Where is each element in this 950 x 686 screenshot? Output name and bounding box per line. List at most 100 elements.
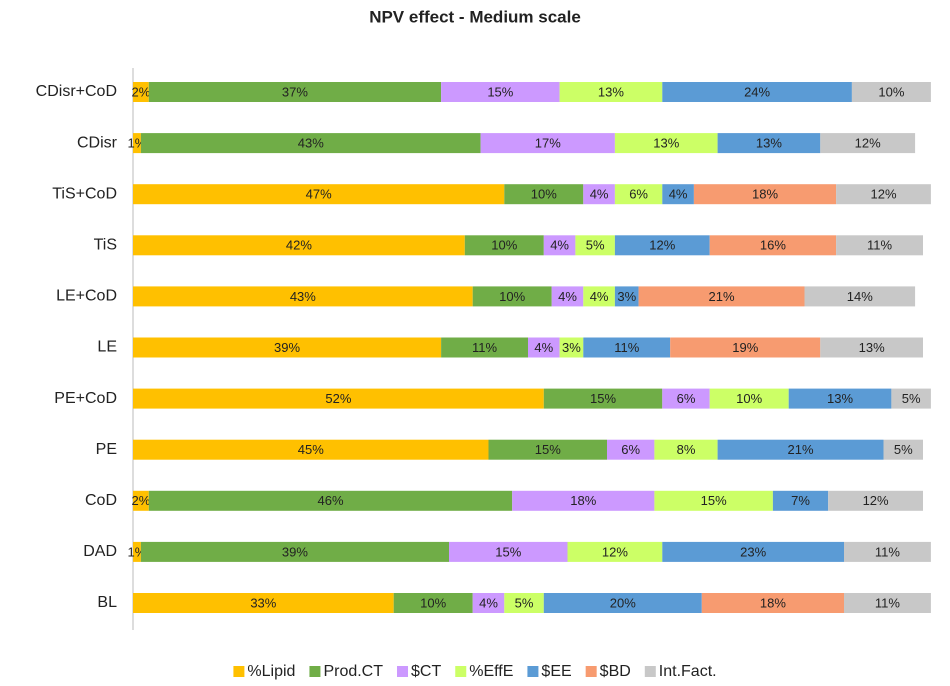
data-label: 20% <box>610 595 636 610</box>
data-label: 33% <box>250 595 276 610</box>
data-label: 12% <box>870 187 896 202</box>
bar-segment <box>883 439 923 460</box>
legend-swatch <box>527 666 539 677</box>
y-tick-label: BL <box>97 594 117 611</box>
legend-label: Prod.CT <box>323 663 383 680</box>
legend-swatch <box>644 666 656 677</box>
data-label: 4% <box>550 238 569 253</box>
data-label: 4% <box>558 289 577 304</box>
legend-label: $CT <box>411 663 441 680</box>
data-label: 4% <box>669 187 688 202</box>
data-label: 18% <box>760 595 786 610</box>
bar-segment <box>543 593 702 613</box>
y-tick-label: CoD <box>85 492 117 509</box>
bar-segment <box>133 82 149 102</box>
bar-segment <box>614 286 639 307</box>
bar-segment <box>662 82 852 102</box>
data-label: 19% <box>732 340 758 355</box>
bar-segment <box>891 388 931 409</box>
legend-label: %EffE <box>469 663 513 680</box>
data-label: 12% <box>855 136 881 151</box>
data-label: 16% <box>760 238 786 253</box>
bar-segment <box>717 133 821 154</box>
bar-segment <box>662 541 844 562</box>
data-label: 6% <box>629 187 648 202</box>
data-label: 10% <box>878 84 904 99</box>
data-label: 4% <box>590 187 609 202</box>
bar-segment <box>504 593 544 613</box>
bar-segment <box>133 439 489 460</box>
bar-segment <box>133 235 465 256</box>
data-label: 18% <box>570 493 596 508</box>
data-label: 15% <box>487 84 513 99</box>
data-label: 10% <box>491 238 517 253</box>
data-label: 4% <box>590 289 609 304</box>
bar-segment <box>133 337 442 358</box>
data-label: 2% <box>132 84 151 99</box>
y-tick-label: LE+CoD <box>56 288 117 305</box>
data-label: 4% <box>534 340 553 355</box>
data-label: 5% <box>894 442 913 457</box>
bar-segment <box>607 439 655 460</box>
data-label: 11% <box>614 340 639 355</box>
data-label: 14% <box>847 289 873 304</box>
bar-segment <box>614 133 718 154</box>
data-label: 46% <box>317 493 343 508</box>
chart-title: NPV effect - Medium scale <box>369 7 581 26</box>
legend-label: $EE <box>541 663 571 680</box>
bar-segment <box>133 184 505 205</box>
bar-segment <box>851 82 931 102</box>
legend-swatch <box>233 666 245 677</box>
bar-segment <box>551 286 584 307</box>
bar-segment <box>709 388 789 409</box>
bar-segment <box>472 593 505 613</box>
y-tick-label: LE <box>97 339 117 356</box>
bar-segment <box>133 133 141 154</box>
legend-swatch <box>397 666 409 677</box>
data-label: 11% <box>875 544 900 559</box>
bar-segment <box>614 235 710 256</box>
data-label: 8% <box>677 442 696 457</box>
data-label: 5% <box>902 391 921 406</box>
bar-segment <box>488 439 607 460</box>
bar-segment <box>614 184 663 205</box>
data-label: 10% <box>499 289 525 304</box>
bar-segment <box>693 184 837 205</box>
data-label: 37% <box>282 84 308 99</box>
data-label: 21% <box>788 442 814 457</box>
bar-segment <box>583 337 671 358</box>
data-label: 3% <box>617 289 636 304</box>
bar-segment <box>512 490 655 511</box>
bar-segment <box>133 388 544 409</box>
data-label: 21% <box>709 289 735 304</box>
data-label: 11% <box>867 238 892 253</box>
data-label: 45% <box>298 442 324 457</box>
y-tick-label: CDisr+CoD <box>36 83 117 100</box>
bar-segment <box>148 82 442 102</box>
data-label: 12% <box>649 238 675 253</box>
bar-segment <box>393 593 473 613</box>
y-tick-label: PE+CoD <box>54 390 117 407</box>
bar-segment <box>575 235 615 256</box>
bar-segment <box>717 439 884 460</box>
data-label: 18% <box>752 187 778 202</box>
data-label: 10% <box>531 187 557 202</box>
bar-segment <box>662 184 694 205</box>
y-tick-label: PE <box>96 441 117 458</box>
data-label: 43% <box>298 136 324 151</box>
y-tick-label: TiS+CoD <box>52 185 117 202</box>
bar-segment <box>567 541 663 562</box>
bar-segment <box>662 388 710 409</box>
data-label: 6% <box>677 391 696 406</box>
bar-segment <box>133 541 141 562</box>
data-label: 24% <box>744 84 770 99</box>
bar-segment <box>559 337 584 358</box>
bar-segment <box>654 439 718 460</box>
bar-segment <box>828 490 923 511</box>
data-label: 4% <box>479 595 498 610</box>
bar-segment <box>441 337 528 358</box>
bar-segment <box>844 593 931 613</box>
data-label: 11% <box>472 340 497 355</box>
legend-label: %Lipid <box>247 663 295 680</box>
y-tick-label: DAD <box>83 543 117 560</box>
